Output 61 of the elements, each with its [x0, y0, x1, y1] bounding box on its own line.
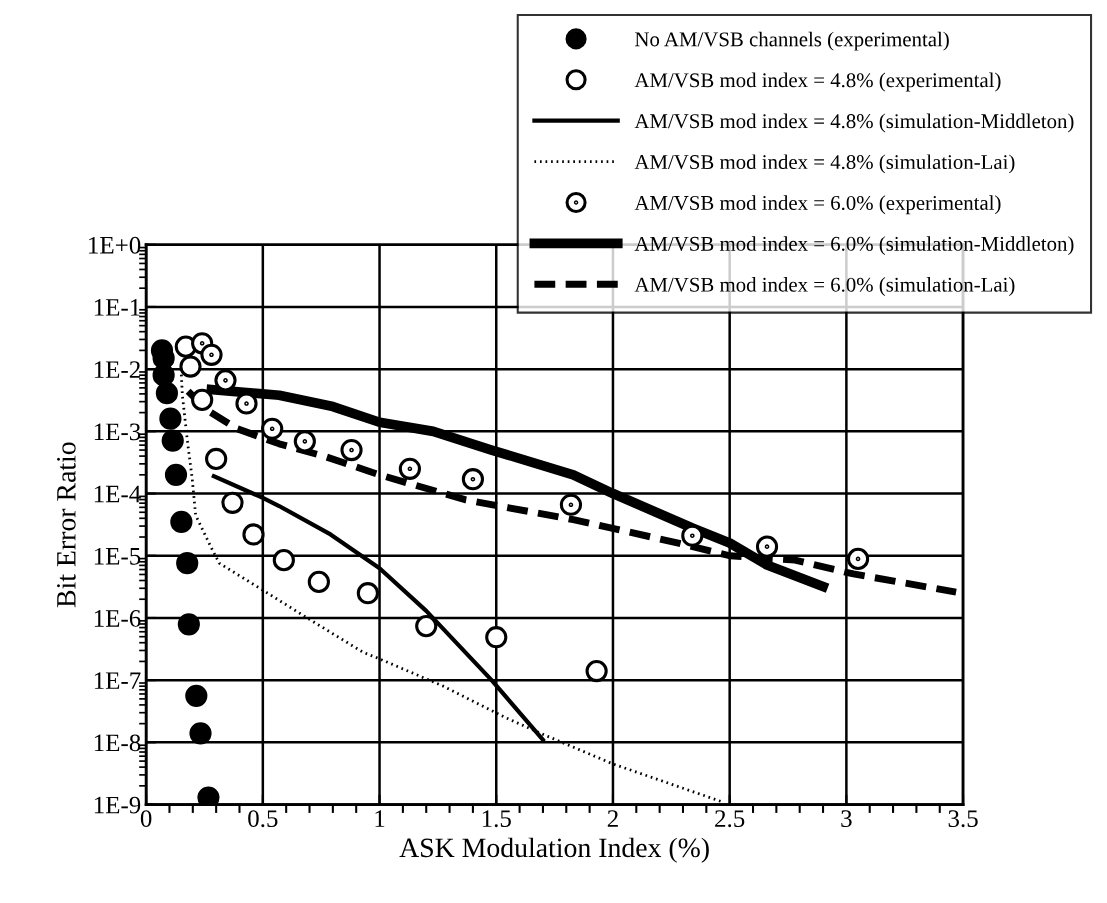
legend-label: AM/VSB mod index = 4.8% (experimental) [634, 72, 1001, 92]
y-axis-title: Bit Error Ratio [57, 442, 76, 608]
x-tick-label: 2.5 [715, 810, 745, 828]
point [485, 626, 508, 649]
point [356, 582, 379, 605]
legend-label: AM/VSB mod index = 6.0% (experimental) [634, 195, 1001, 215]
point [272, 549, 295, 572]
point [398, 457, 421, 480]
x-axis-title: ASK Modulation Index (%) [399, 837, 709, 863]
point [205, 447, 228, 471]
point [185, 684, 208, 707]
point [189, 722, 212, 745]
legend-label: AM/VSB mod index = 6.0% (simulation-Middleton) [634, 236, 1074, 256]
x-tick-label: 1 [375, 810, 385, 827]
y-tick-label: 1E-2 [94, 361, 140, 378]
point [559, 493, 583, 516]
y-tick-label: 1E-9 [94, 796, 141, 814]
y-tick-label: 1E-6 [94, 610, 141, 627]
point [191, 388, 214, 412]
legend-label: No AM/VSB channels (experimental) [635, 31, 949, 51]
point [340, 438, 363, 462]
point [176, 552, 199, 575]
point [155, 382, 178, 405]
point [846, 547, 870, 570]
point [214, 369, 237, 392]
legend-label: AM/VSB mod index = 4.8% (simulation-Middleton) [634, 113, 1074, 133]
legend-label: AM/VSB mod index = 6.0% (simulation-Lai) [634, 277, 1015, 296]
y-tick-label: 1E-1 [94, 299, 140, 316]
x-tick-label: 0 [140, 810, 152, 828]
y-tick-label: 1E-8 [94, 734, 141, 752]
point [755, 535, 779, 558]
point [152, 364, 175, 387]
point [293, 430, 316, 453]
point [179, 355, 202, 378]
x-tick-label: 2 [607, 810, 618, 827]
point [159, 407, 182, 430]
x-tick-label: 3.5 [948, 810, 978, 828]
legend-label: AM/VSB mod index = 4.8% (simulation-Lai) [634, 154, 1015, 174]
y-tick-label: 1E-3 [94, 423, 141, 441]
point [461, 468, 485, 491]
point [681, 524, 704, 547]
point [242, 523, 265, 546]
point [415, 614, 438, 638]
point [307, 570, 330, 593]
y-tick-label: 1E-5 [94, 547, 141, 565]
point [164, 463, 188, 486]
point [170, 510, 193, 533]
point [200, 343, 223, 366]
x-tick-label: 0.5 [248, 810, 278, 828]
point [221, 491, 244, 514]
y-tick-label: 1E-7 [94, 672, 141, 689]
point [197, 786, 220, 805]
point [261, 417, 284, 440]
y-tick-label: 1E-4 [94, 485, 141, 503]
y-tick-label: 1E+0 [89, 236, 141, 254]
x-tick-label: 3 [841, 810, 852, 828]
point [161, 429, 184, 452]
point [177, 613, 200, 636]
x-tick-label: 1.5 [482, 810, 511, 828]
point [235, 392, 258, 415]
point [585, 659, 608, 683]
